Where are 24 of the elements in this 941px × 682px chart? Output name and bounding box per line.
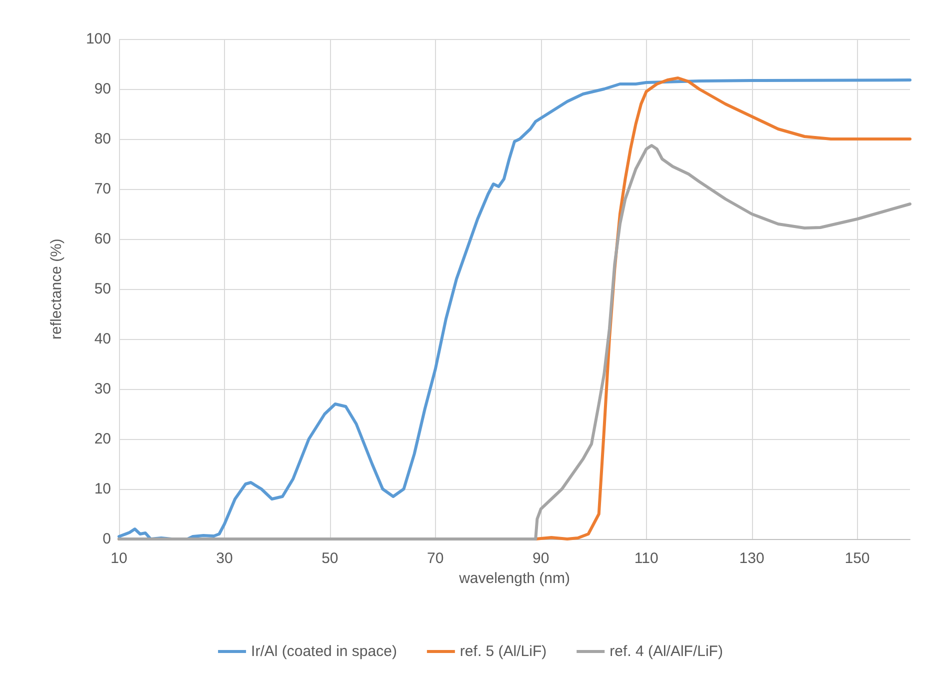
x-tick-label: 50 — [322, 550, 338, 567]
y-tick-label: 20 — [94, 430, 111, 448]
legend-label: ref. 5 (Al/LiF) — [460, 643, 547, 660]
x-tick-label: 130 — [739, 550, 764, 567]
y-tick-label: 50 — [94, 280, 111, 298]
x-tick-label: 30 — [216, 550, 233, 567]
legend-label: Ir/Al (coated in space) — [251, 643, 397, 660]
x-tick-label: 150 — [844, 550, 870, 567]
y-tick-label: 60 — [94, 230, 111, 248]
y-axis-title: reflectance (%) — [48, 238, 65, 340]
x-tick-label: 70 — [427, 550, 444, 567]
y-tick-label: 100 — [86, 30, 111, 48]
legend-label: ref. 4 (Al/AlF/LiF) — [610, 643, 723, 660]
y-tick-label: 70 — [94, 180, 111, 198]
x-axis-title: wavelength (nm) — [458, 570, 570, 587]
x-tick-label: 110 — [634, 550, 658, 567]
y-tick-label: 10 — [94, 480, 111, 498]
y-tick-label: 40 — [94, 330, 111, 348]
y-tick-label: 30 — [94, 380, 111, 398]
x-tick-label: 10 — [110, 550, 128, 567]
y-tick-label: 90 — [94, 80, 111, 98]
x-tick-label: 90 — [532, 550, 550, 567]
y-tick-label: 0 — [102, 530, 111, 548]
y-tick-label: 80 — [94, 130, 111, 148]
